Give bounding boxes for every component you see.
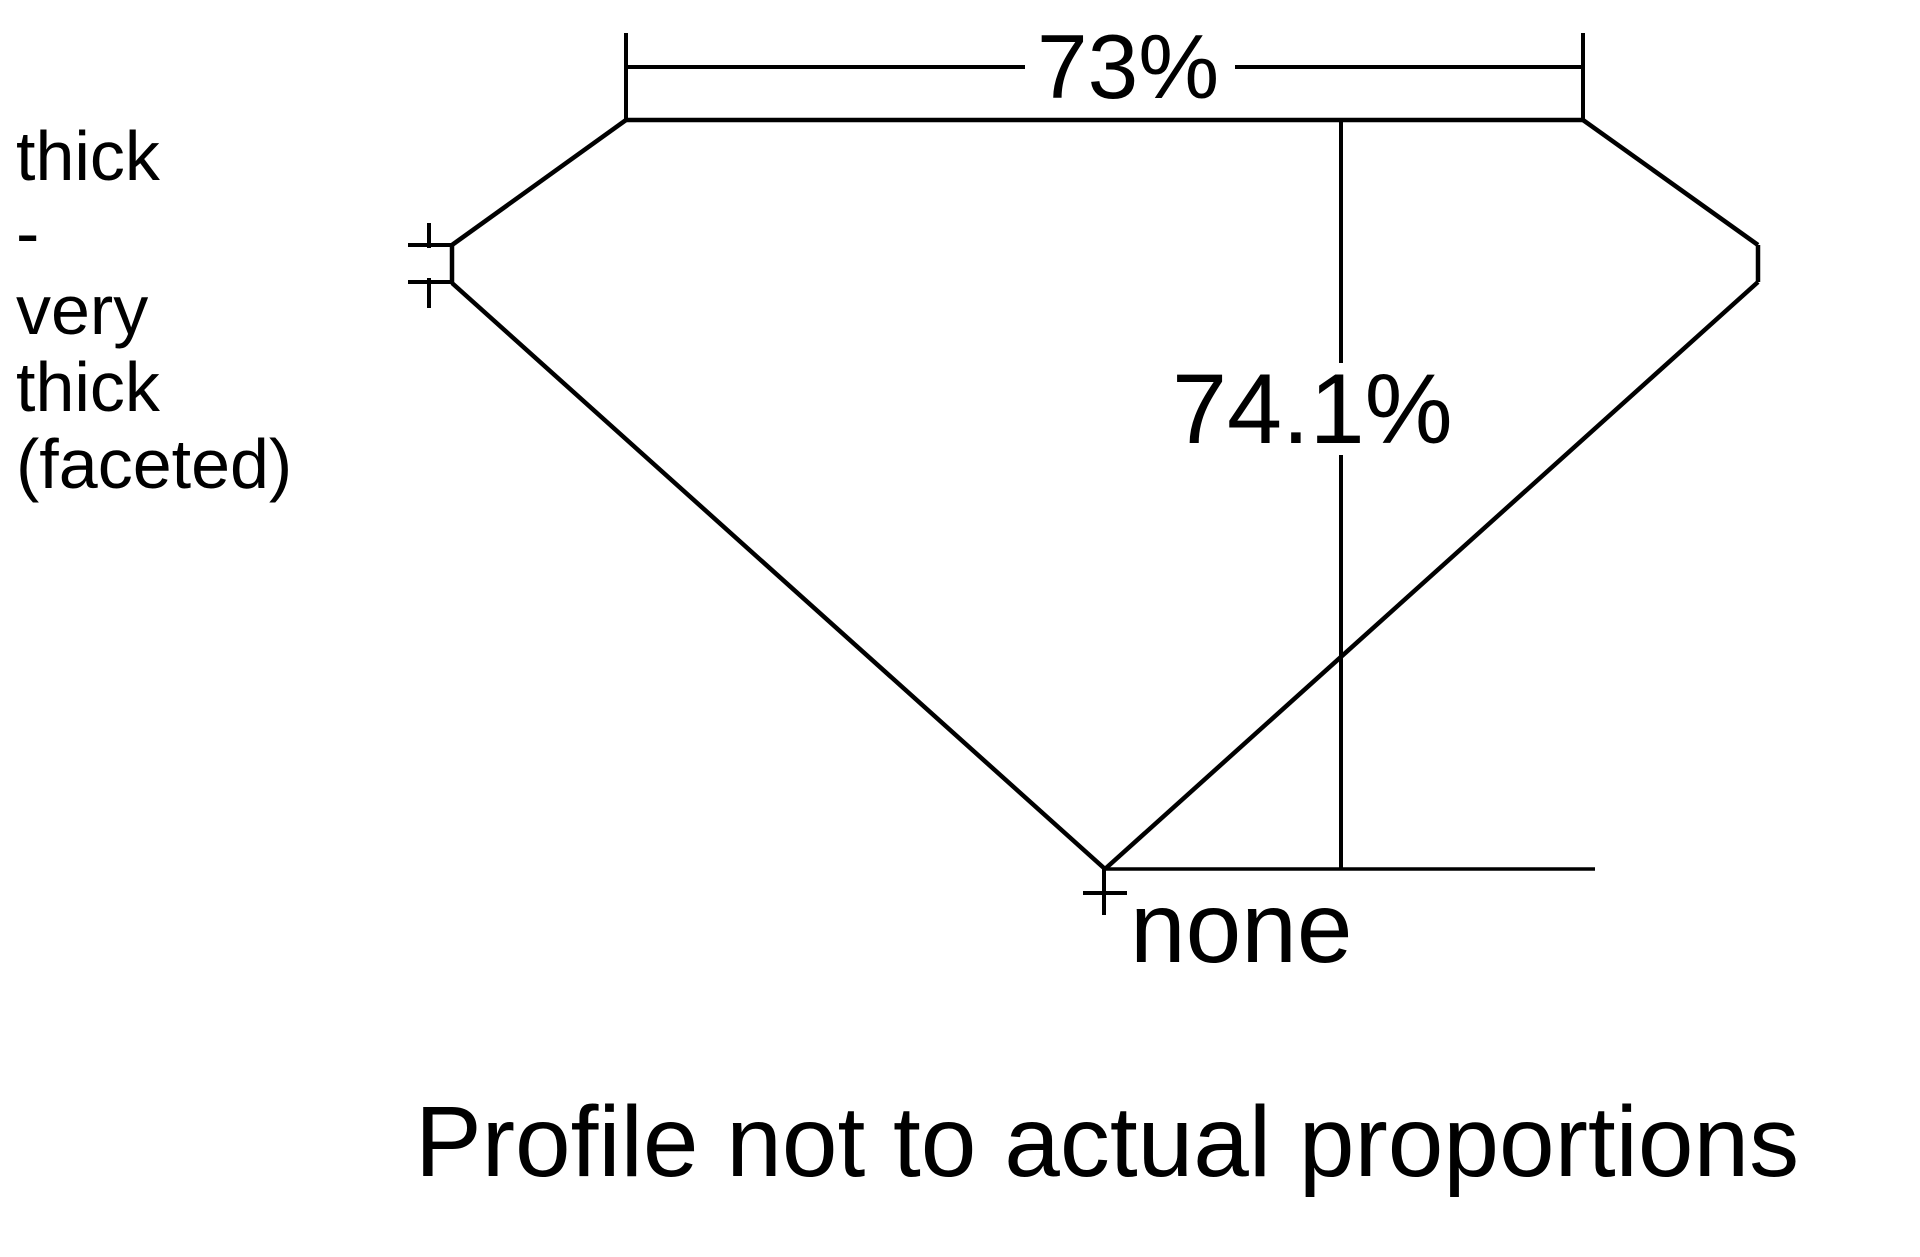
pavilion-facet-left	[450, 281, 1107, 871]
depth-percent-label: 74.1%	[1172, 353, 1453, 464]
table-percent-label: 73%	[1037, 17, 1220, 118]
girdle-thickness-label: thick - very thick (faceted)	[16, 117, 293, 503]
pavilion-facet-right	[1103, 280, 1760, 871]
crown-facet-right	[1581, 118, 1760, 247]
crown-facet-left	[450, 118, 628, 247]
caption: Profile not to actual proportions	[415, 1086, 1800, 1198]
culet-label: none	[1130, 872, 1353, 984]
